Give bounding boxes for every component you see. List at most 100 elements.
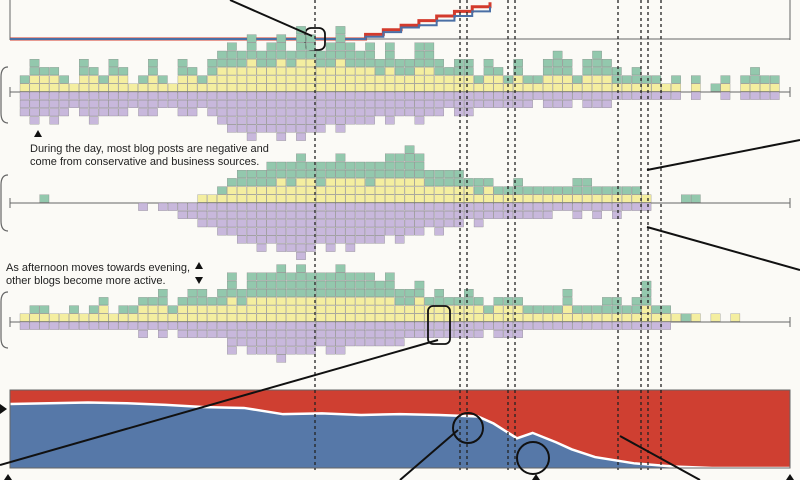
positive-cell <box>394 59 405 67</box>
neutral-cell <box>641 83 652 92</box>
negative-cell <box>296 116 306 125</box>
neutral-cell <box>138 313 148 322</box>
negative-cell <box>286 108 296 117</box>
positive-cell <box>286 272 296 281</box>
positive-cell <box>236 178 247 187</box>
negative-cell <box>394 321 405 330</box>
negative-cell <box>256 346 267 355</box>
negative-cell <box>315 330 326 338</box>
negative-cell <box>167 100 178 108</box>
negative-cell <box>39 100 50 108</box>
negative-cell <box>345 116 356 125</box>
positive-cell <box>562 67 573 76</box>
triangle-up-icon <box>532 474 540 480</box>
negative-cell <box>582 91 593 100</box>
negative-cell <box>217 227 227 236</box>
neutral-cell <box>345 186 356 195</box>
negative-cell <box>473 211 484 219</box>
negative-cell <box>612 91 622 100</box>
negative-cell <box>266 330 277 338</box>
neutral-cell <box>641 194 652 203</box>
negative-cell <box>49 321 60 330</box>
histogram-row-1 <box>0 26 791 141</box>
neutral-cell <box>385 194 395 203</box>
negative-cell <box>641 321 652 330</box>
positive-cell <box>414 161 425 170</box>
neutral-cell <box>177 313 188 322</box>
neutral-cell <box>256 313 267 322</box>
positive-cell <box>177 67 188 76</box>
neutral-cell <box>266 75 277 84</box>
positive-cell <box>631 67 642 76</box>
negative-cell <box>621 321 632 330</box>
neutral-cell <box>464 313 474 322</box>
neutral-cell <box>158 313 168 322</box>
positive-cell <box>483 67 494 76</box>
positive-cell <box>454 170 464 178</box>
negative-cell <box>246 100 257 108</box>
positive-cell <box>69 305 79 314</box>
neutral-cell <box>631 83 642 92</box>
neutral-cell <box>306 59 316 67</box>
positive-cell <box>286 59 296 67</box>
neutral-cell <box>404 313 415 322</box>
neutral-cell <box>375 178 385 187</box>
positive-cell <box>710 83 721 92</box>
neutral-cell <box>246 67 257 76</box>
positive-cell <box>621 186 632 195</box>
neutral-cell <box>424 83 435 92</box>
negative-cell <box>434 108 444 117</box>
negative-cell <box>355 219 366 228</box>
neutral-cell <box>365 67 375 76</box>
negative-cell <box>118 100 129 108</box>
negative-cell <box>158 202 168 211</box>
neutral-cell <box>345 83 356 92</box>
negative-cell <box>394 108 405 117</box>
neutral-cell <box>227 186 237 195</box>
positive-cell <box>473 297 484 306</box>
neutral-cell <box>148 305 158 314</box>
positive-cell <box>355 50 366 59</box>
negative-cell <box>345 211 356 219</box>
neutral-cell <box>306 313 316 322</box>
neutral-cell <box>414 297 425 306</box>
negative-cell <box>414 227 425 236</box>
negative-cell <box>315 211 326 219</box>
negative-cell <box>266 321 277 330</box>
negative-cell <box>345 91 356 100</box>
negative-cell <box>375 211 385 219</box>
neutral-cell <box>394 313 405 322</box>
neutral-cell <box>612 194 622 203</box>
positive-cell <box>29 59 40 67</box>
dashed-guide-lines <box>314 0 662 470</box>
negative-cell <box>335 100 346 108</box>
positive-cell <box>404 297 415 306</box>
positive-cell <box>562 289 573 297</box>
negative-cell <box>602 321 612 330</box>
negative-cell <box>246 132 257 141</box>
positive-cell <box>286 161 296 170</box>
neutral-cell <box>602 313 612 322</box>
positive-cell <box>197 75 208 84</box>
neutral-cell <box>266 305 277 314</box>
negative-cell <box>454 211 464 219</box>
negative-cell <box>513 100 523 108</box>
negative-cell <box>424 100 435 108</box>
neutral-cell <box>552 313 563 322</box>
positive-cell <box>454 59 464 67</box>
neutral-cell <box>325 297 336 306</box>
negative-cell <box>306 235 316 244</box>
neutral-cell <box>562 83 573 92</box>
neutral-cell <box>562 305 573 314</box>
neutral-cell <box>345 67 356 76</box>
neutral-cell <box>542 75 553 84</box>
positive-cell <box>414 170 425 178</box>
positive-cell <box>621 305 632 314</box>
negative-cell <box>444 330 454 338</box>
negative-cell <box>88 91 99 100</box>
neutral-cell <box>246 194 257 203</box>
negative-cell <box>385 330 395 338</box>
negative-cell <box>236 219 247 228</box>
negative-cell <box>39 91 50 100</box>
